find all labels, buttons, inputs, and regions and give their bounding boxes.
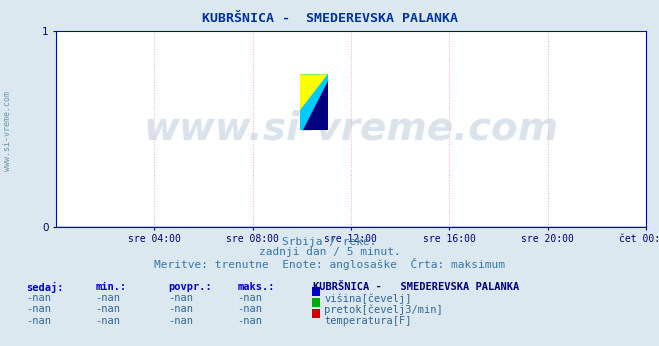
Text: -nan: -nan <box>26 293 51 303</box>
Text: Srbija / reke.: Srbija / reke. <box>282 237 377 247</box>
Text: -nan: -nan <box>237 293 262 303</box>
Text: zadnji dan / 5 minut.: zadnji dan / 5 minut. <box>258 247 401 257</box>
Text: temperatura[F]: temperatura[F] <box>324 316 412 326</box>
Text: -nan: -nan <box>237 316 262 326</box>
Text: pretok[čevelj3/min]: pretok[čevelj3/min] <box>324 304 443 315</box>
Polygon shape <box>300 74 328 110</box>
Text: -nan: -nan <box>168 304 193 315</box>
Text: min.:: min.: <box>96 282 127 292</box>
Text: KUBRŠNICA -  SMEDEREVSKA PALANKA: KUBRŠNICA - SMEDEREVSKA PALANKA <box>202 12 457 25</box>
Text: -nan: -nan <box>96 293 121 303</box>
Text: -nan: -nan <box>168 293 193 303</box>
Text: Meritve: trenutne  Enote: anglosaške  Črta: maksimum: Meritve: trenutne Enote: anglosaške Črta… <box>154 258 505 270</box>
Text: -nan: -nan <box>26 316 51 326</box>
Text: povpr.:: povpr.: <box>168 282 212 292</box>
Text: KUBRŠNICA -   SMEDEREVSKA PALANKA: KUBRŠNICA - SMEDEREVSKA PALANKA <box>313 282 519 292</box>
Polygon shape <box>302 81 328 130</box>
Text: -nan: -nan <box>96 304 121 315</box>
Text: www.si-vreme.com: www.si-vreme.com <box>3 91 13 172</box>
Text: -nan: -nan <box>96 316 121 326</box>
Text: -nan: -nan <box>168 316 193 326</box>
Text: višina[čevelj]: višina[čevelj] <box>324 293 412 304</box>
Text: -nan: -nan <box>26 304 51 315</box>
Text: www.si-vreme.com: www.si-vreme.com <box>143 110 559 148</box>
Text: maks.:: maks.: <box>237 282 275 292</box>
Text: sedaj:: sedaj: <box>26 282 64 293</box>
Text: -nan: -nan <box>237 304 262 315</box>
